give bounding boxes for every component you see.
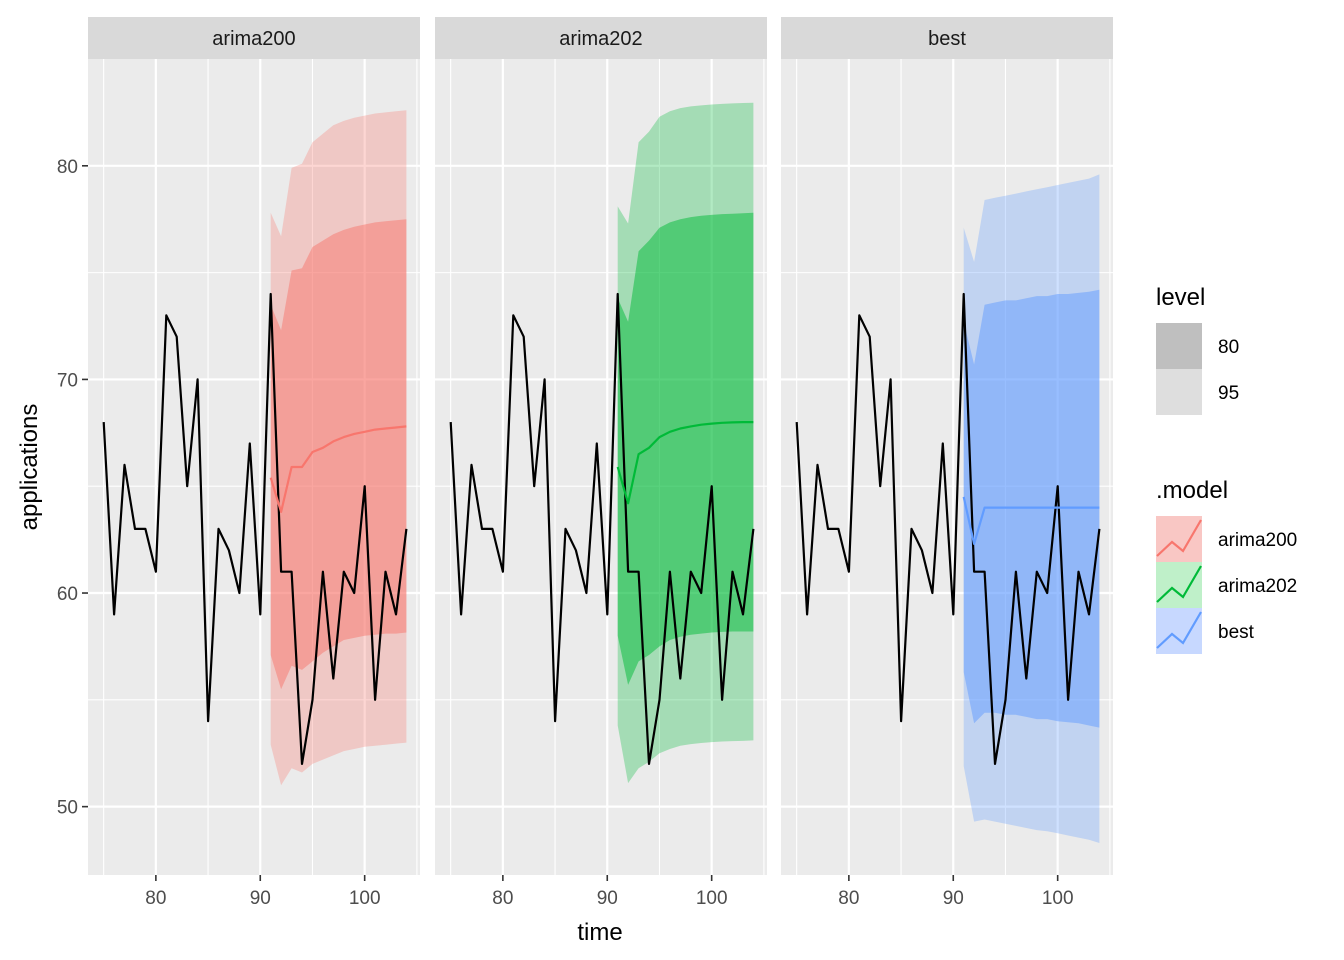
x-tick-label: 100 [696,888,728,909]
x-tick-label: 100 [349,888,381,909]
x-tick-label: 80 [492,888,513,909]
x-tick-label: 90 [943,888,964,909]
y-tick-label: 80 [57,157,78,178]
band-80-arima202 [617,212,754,685]
y-axis: 50 60 70 80 [57,157,88,819]
facet-panels: arima200 arima202 best [88,17,1113,875]
x-tick-label: 100 [1042,888,1074,909]
legend-key-arima202 [1156,562,1202,608]
x-tick-label: 80 [838,888,859,909]
observed-line [102,292,408,766]
observed-line [795,292,1101,766]
strip-arima200 [88,17,420,59]
legend-key-level-80 [1156,323,1202,369]
legend-key-best [1156,608,1202,654]
panel-arima200: arima200 [88,17,420,875]
legend-label-arima202: arima202 [1218,576,1297,597]
legend-line-best [1156,611,1202,649]
x-axis-title: time [577,919,622,946]
forecast-mean-best [962,496,1100,546]
panel-arima202: arima202 [435,17,767,875]
y-tick-label: 60 [57,584,78,605]
x-tick-label: 90 [597,888,618,909]
y-tick-label: 50 [57,798,78,819]
legend-label-best: best [1218,622,1255,643]
strip-arima202 [435,17,767,59]
legend: level 80 95 .model arima200 arima202 best [1156,284,1297,654]
legend-line-arima202 [1156,565,1202,603]
forecast-mean-arima202 [616,421,754,505]
y-tick-label: 70 [57,370,78,391]
y-axis-title: applications [16,404,43,531]
strip-label-best: best [928,28,966,50]
strip-label-arima202: arima202 [559,28,642,50]
legend-label-arima200: arima200 [1218,530,1297,551]
x-tick-label: 90 [250,888,271,909]
legend-line-arima200 [1156,519,1202,557]
strip-best [781,17,1113,59]
forecast-mean-arima200 [269,425,407,513]
x-tick-label: 80 [145,888,166,909]
band-80-arima200 [270,219,407,690]
panel-best: best [781,17,1113,875]
strip-label-arima200: arima200 [212,28,295,50]
legend-key-level-95 [1156,369,1202,415]
observed-line [449,292,755,766]
legend-title-model: .model [1156,477,1228,504]
legend-label-level-80: 80 [1218,337,1239,358]
legend-key-arima200 [1156,516,1202,562]
x-axes: 80 90 100 80 90 100 80 90 100 [145,875,1074,909]
legend-label-level-95: 95 [1218,383,1239,404]
legend-title-level: level [1156,284,1205,311]
